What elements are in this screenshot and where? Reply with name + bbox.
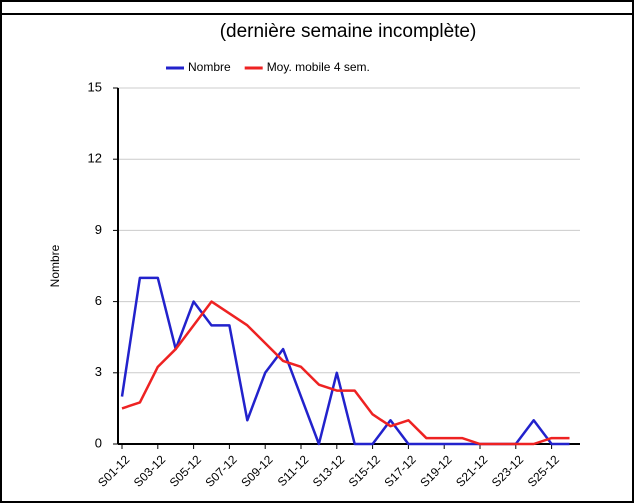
y-tick-label: 0 — [95, 435, 102, 450]
legend-label: Moy. mobile 4 sem. — [267, 60, 370, 74]
y-tick-label: 6 — [95, 293, 102, 308]
y-axis-label: Nombre — [48, 244, 62, 287]
chart-subtitle: (dernière semaine incomplète) — [220, 21, 477, 42]
y-tick-label: 3 — [95, 364, 102, 379]
series-line — [121, 300, 570, 446]
legend-label: Nombre — [188, 60, 231, 74]
y-tick-label: 12 — [88, 151, 102, 166]
y-tick-label: 15 — [88, 79, 102, 94]
y-tick-label: 9 — [95, 222, 102, 237]
